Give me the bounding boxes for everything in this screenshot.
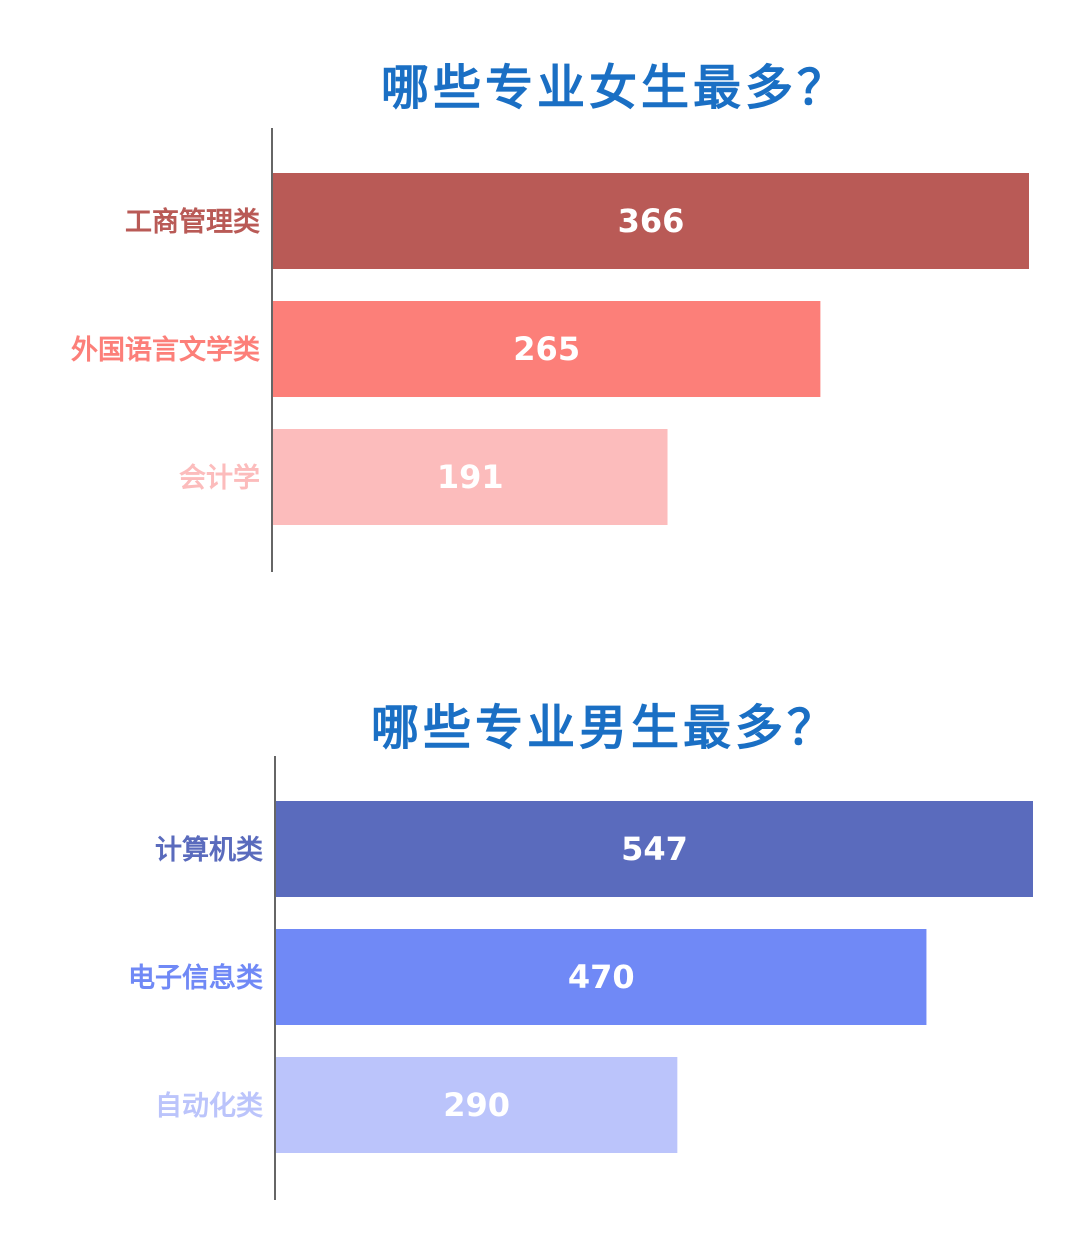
category-label: 会计学 <box>179 462 260 494</box>
female-chart: 哪些专业女生最多？ 366 工商管理类 265 外国语言文学类 191 会计学 <box>0 0 1080 600</box>
data-label: 191 <box>437 458 504 496</box>
category-label: 外国语言文学类 <box>71 334 260 366</box>
chart-title: 哪些专业男生最多？ <box>370 700 839 756</box>
male-chart: 哪些专业男生最多？ 547 计算机类 470 电子信息类 290 自动化类 <box>0 640 1080 1240</box>
female-plot-area: 366 工商管理类 265 外国语言文学类 191 会计学 <box>71 128 1029 572</box>
data-label: 265 <box>513 330 580 368</box>
category-label: 电子信息类 <box>128 962 263 994</box>
bar <box>276 801 1033 897</box>
category-label: 自动化类 <box>155 1090 263 1122</box>
bar <box>276 929 927 1025</box>
data-label: 366 <box>618 202 685 240</box>
male-plot-area: 547 计算机类 470 电子信息类 290 自动化类 <box>128 756 1033 1200</box>
bar <box>273 429 668 525</box>
bar <box>273 301 821 397</box>
category-label: 计算机类 <box>155 834 263 866</box>
data-label: 470 <box>568 958 635 996</box>
data-label: 290 <box>443 1086 510 1124</box>
chart-title: 哪些专业女生最多？ <box>380 60 849 116</box>
data-label: 547 <box>621 830 688 868</box>
bar <box>276 1057 678 1153</box>
category-label: 工商管理类 <box>125 207 260 238</box>
bar <box>273 173 1029 269</box>
